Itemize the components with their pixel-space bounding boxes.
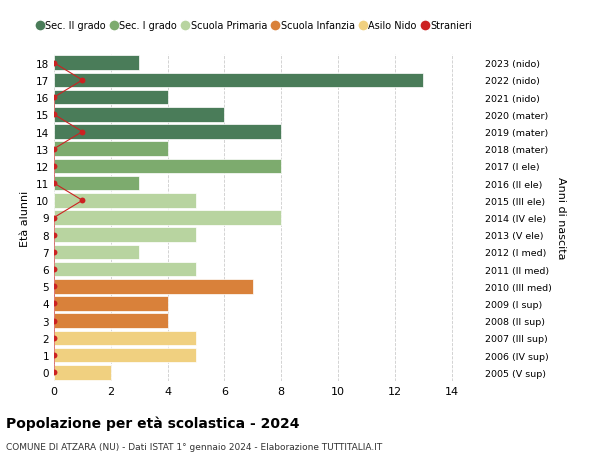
Bar — [54, 159, 281, 174]
Point — [49, 317, 59, 325]
Point — [49, 369, 59, 376]
Bar — [54, 176, 139, 191]
Bar — [54, 73, 423, 88]
Bar — [54, 331, 196, 345]
Point — [49, 300, 59, 308]
Point — [49, 163, 59, 170]
Bar — [54, 56, 139, 71]
Text: Popolazione per età scolastica - 2024: Popolazione per età scolastica - 2024 — [6, 415, 299, 430]
Bar — [54, 211, 281, 225]
Bar — [54, 262, 196, 277]
Point — [49, 352, 59, 359]
Bar — [54, 365, 111, 380]
Bar — [54, 108, 224, 123]
Bar — [54, 91, 167, 105]
Bar — [54, 297, 167, 311]
Y-axis label: Anni di nascita: Anni di nascita — [556, 177, 566, 259]
Point — [49, 60, 59, 67]
Point — [49, 180, 59, 187]
Point — [49, 214, 59, 222]
Legend: Sec. II grado, Sec. I grado, Scuola Primaria, Scuola Infanzia, Asilo Nido, Stran: Sec. II grado, Sec. I grado, Scuola Prim… — [34, 17, 476, 35]
Point — [49, 249, 59, 256]
Bar — [54, 245, 139, 260]
Point — [49, 231, 59, 239]
Text: COMUNE DI ATZARA (NU) - Dati ISTAT 1° gennaio 2024 - Elaborazione TUTTITALIA.IT: COMUNE DI ATZARA (NU) - Dati ISTAT 1° ge… — [6, 442, 382, 451]
Point — [49, 112, 59, 119]
Point — [77, 77, 87, 84]
Bar — [54, 142, 167, 157]
Point — [49, 146, 59, 153]
Point — [77, 129, 87, 136]
Bar — [54, 228, 196, 242]
Point — [49, 335, 59, 342]
Point — [49, 283, 59, 290]
Bar — [54, 125, 281, 140]
Bar — [54, 313, 167, 328]
Bar — [54, 280, 253, 294]
Point — [77, 197, 87, 205]
Bar — [54, 194, 196, 208]
Bar — [54, 348, 196, 363]
Y-axis label: Età alunni: Età alunni — [20, 190, 31, 246]
Point — [49, 266, 59, 273]
Point — [49, 94, 59, 101]
